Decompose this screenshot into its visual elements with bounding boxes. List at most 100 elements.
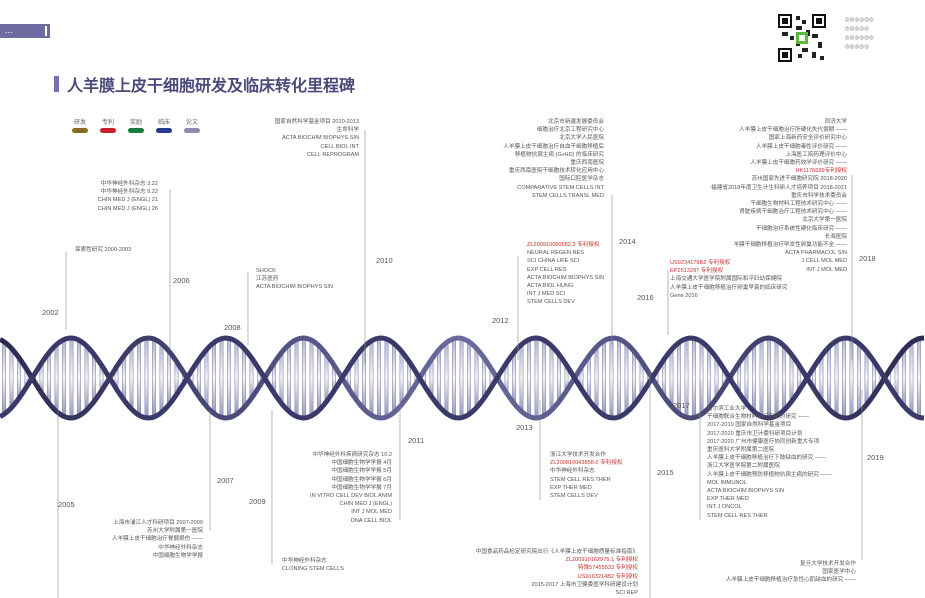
year-label: 2014 [619, 237, 636, 246]
helix-rung [317, 345, 321, 411]
helix-rung [467, 341, 471, 415]
helix-rung [699, 341, 704, 415]
helix-rung [707, 348, 711, 408]
milestone-2006: 中华神经外科杂志 3.22 中华神经外科杂志 9.22 CHIN MED J (EN… [97, 181, 158, 212]
helix-rung [789, 354, 794, 402]
year-label: 2012 [492, 316, 509, 325]
helix-rung [354, 355, 359, 401]
helix-rung [512, 352, 516, 404]
year-label: 2006 [173, 276, 190, 285]
helix-rung [242, 348, 246, 408]
helix-rung [834, 340, 839, 416]
year-label: 2010 [376, 256, 393, 265]
helix-rung [519, 344, 524, 412]
helix-rung [227, 338, 231, 418]
milestone-2009: 中华神经外科杂志 CLONING STEM CELLS [282, 558, 344, 573]
helix-rung [204, 349, 209, 407]
qr-code-icon [778, 14, 826, 62]
milestone-2002: 探索性研究 2000-2003 [75, 247, 132, 253]
helix-rung [617, 338, 621, 418]
helix-rung [137, 340, 141, 416]
helix-rung [302, 337, 306, 419]
helix-rung [557, 354, 561, 402]
helix-rung [534, 337, 539, 419]
helix-rung [459, 338, 464, 418]
helix-rung [482, 357, 486, 399]
helix-rung [144, 337, 149, 419]
helix-rung [632, 351, 636, 405]
helix-rung [392, 343, 396, 413]
helix-rung [827, 346, 831, 410]
helix-rung [219, 338, 224, 418]
helix-rung [474, 348, 479, 408]
legend-item-paper: 论文 [184, 117, 200, 133]
helix-rung [2, 341, 6, 415]
helix-rung [549, 345, 554, 411]
helix-rung [249, 357, 254, 399]
year-label: 2013 [516, 423, 533, 432]
helix-rung [17, 357, 21, 399]
legend-item-award: 奖励 [128, 117, 144, 133]
year-label: 2007 [217, 476, 234, 485]
helix-rung [122, 355, 126, 401]
title-bar-icon [54, 76, 59, 92]
helix-rung [309, 339, 314, 417]
helix-rung [279, 352, 284, 404]
helix-rung [602, 340, 606, 416]
legend-item-clinical: 临床 [156, 117, 172, 133]
helix-rung [69, 337, 74, 419]
milestone-2014: 北京市新疆发展委员会 细胞治疗北京工程研究中心 北京大学人民医院 人羊膜上皮干细胞治疗… [503, 119, 604, 199]
page-title-text: 人羊膜上皮干细胞研发及临床转化里程碑 [67, 78, 356, 95]
year-label: 2011 [408, 436, 425, 445]
helix-rung [294, 339, 299, 417]
helix-rung [324, 354, 329, 402]
year-label: 2002 [42, 308, 59, 317]
helix-rung [819, 355, 824, 401]
helix-rung [669, 349, 674, 407]
milestone-2018: 同济大学 人羊膜上皮干细胞治疗肝硬化失代偿期 —— 国家上海新药安全评价研究中心 人羊… [711, 119, 847, 273]
year-label: 2017 [673, 401, 690, 410]
helix-rung [917, 338, 921, 418]
helix-rung [714, 357, 719, 399]
helix-rung [159, 343, 164, 413]
legend-item-rd: 研发 [72, 117, 88, 133]
helix-rung [692, 338, 696, 418]
year-label: 2009 [249, 497, 266, 506]
helix-rung [369, 340, 374, 416]
helix-rung [47, 352, 51, 404]
milestone-2012: ZL200910050582.3 专利授权 NEURAL REGEN RES SCI… [527, 242, 604, 306]
milestone-2015: 中国食品药品检定研究院出行《人羊膜上皮干细胞质量标准指南》 ZL200910162… [475, 549, 638, 597]
helix-rung [437, 349, 441, 407]
milestone-2017: 哈尔滨工业大学 干细胞联合生物材料治疗疾病的研究 —— 2017-2019 国家自然… [707, 406, 832, 519]
helix-rung [849, 338, 854, 418]
helix-rung [84, 345, 89, 411]
helix-rung [594, 346, 599, 410]
helix-rung [399, 351, 404, 405]
milestone-2005: 上海市浦江人才科研项目 2007-2009 苏州大学附属第一医院 人羊膜上皮干细胞治… [111, 520, 203, 559]
helix-rung [909, 342, 914, 414]
helix-rung [527, 339, 531, 417]
year-label: 2008 [224, 323, 241, 332]
helix-rung [444, 342, 449, 414]
helix-rung [9, 348, 14, 408]
milestone-2007: 中华神经外科疾病研究杂志 10.2 中国细胞生物学学报 4月 中国细胞生物学学报 5… [310, 452, 392, 524]
helix-rung [752, 344, 756, 412]
helix-rung [62, 339, 66, 417]
helix-rung [129, 346, 134, 410]
section-tab[interactable]: ... [0, 24, 50, 38]
helix-rung [167, 351, 171, 405]
tab-marker [45, 26, 47, 36]
helix-rung [782, 345, 786, 411]
helix-rung [609, 337, 614, 419]
helix-rung [864, 351, 869, 405]
helix-rung [624, 343, 629, 413]
page-title: 人羊膜上皮干细胞研发及临床转化里程碑 [54, 72, 355, 96]
section-tab-label: ... [5, 25, 13, 35]
helix-rung [452, 338, 456, 418]
milestone-2008: SHOCK 江苏医药 ACTA BIOCHIM BIOPHYS SIN [256, 268, 333, 291]
helix-rung [287, 344, 291, 412]
year-label: 2005 [58, 500, 75, 509]
milestone-2016: US9234179B2 专利授权 EP2513297 专利授权 上海交通大学医学院附… [670, 260, 788, 299]
helix-rung [77, 339, 81, 417]
